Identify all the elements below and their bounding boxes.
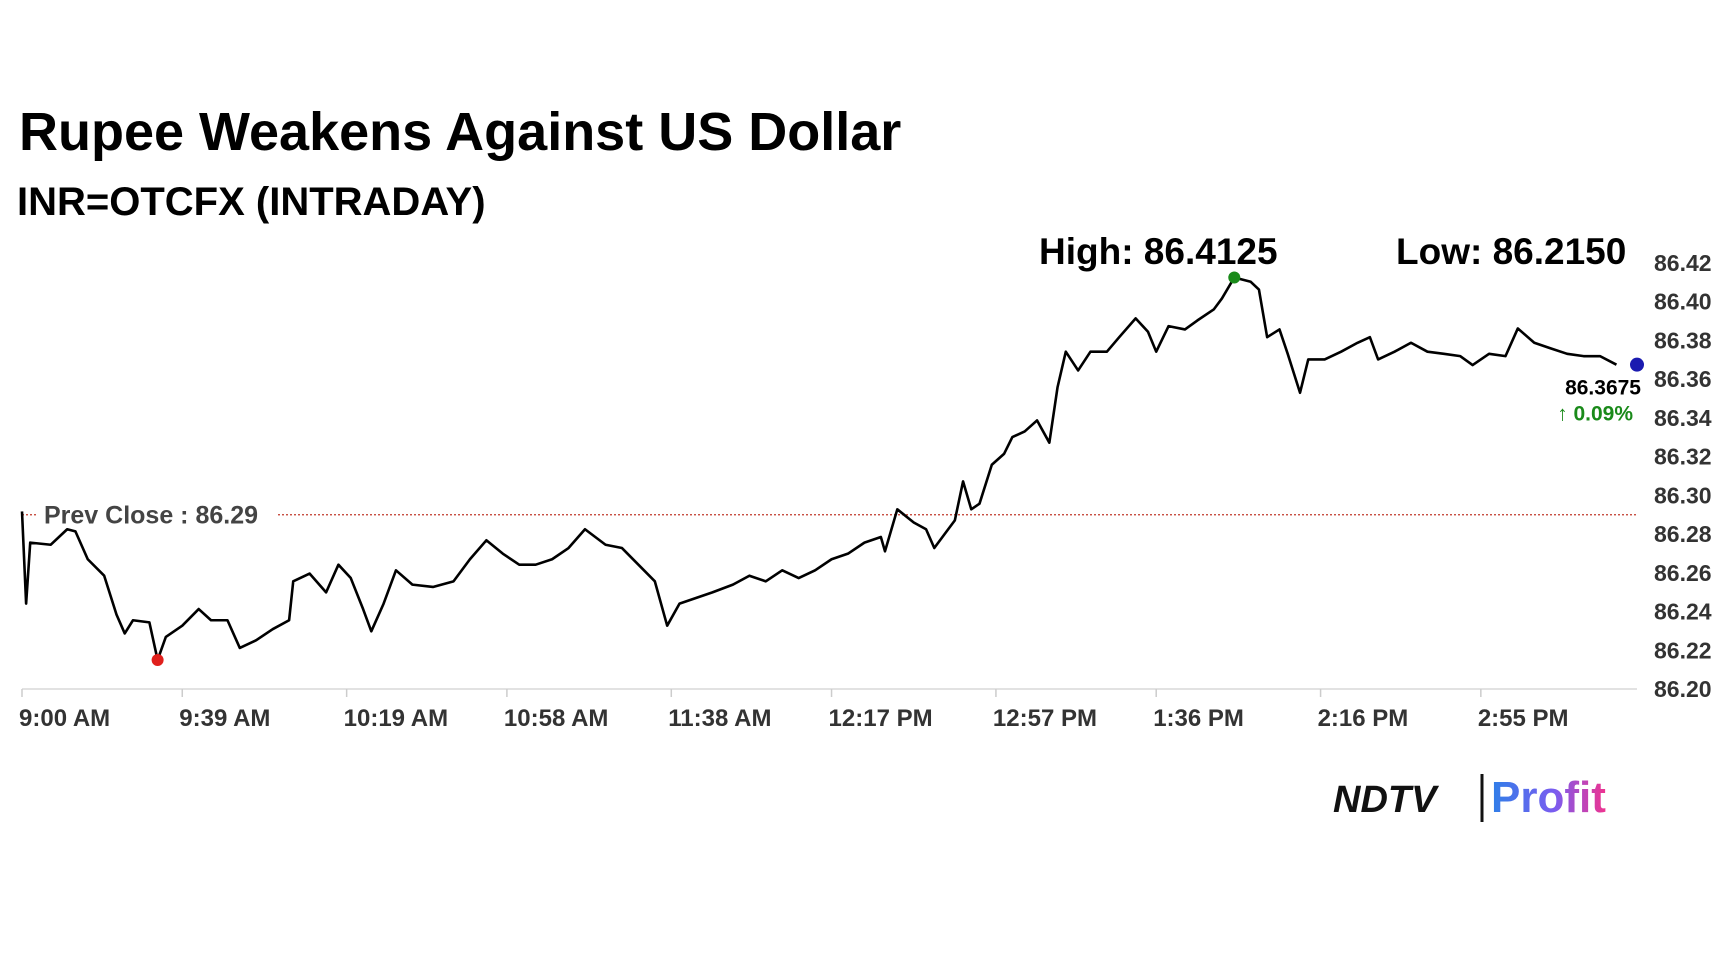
- chart-subtitle: INR=OTCFX (INTRADAY): [17, 180, 486, 224]
- logo-product: Profit: [1491, 773, 1606, 822]
- y-tick-label: 86.36: [1654, 366, 1712, 392]
- low-marker: [151, 653, 164, 666]
- x-tick-label: 2:16 PM: [1318, 705, 1409, 732]
- y-tick-label: 86.42: [1654, 250, 1712, 276]
- price-line: [20, 276, 1618, 662]
- chart-title: Rupee Weakens Against US Dollar: [19, 102, 901, 162]
- x-tick-label: 12:57 PM: [993, 705, 1097, 732]
- x-tick-label: 9:00 AM: [19, 705, 110, 732]
- x-tick-label: 9:39 AM: [179, 705, 270, 732]
- prev-close-label-bg: [38, 496, 278, 531]
- x-tick-label: 10:19 AM: [344, 705, 448, 732]
- high-label: High: 86.4125: [1039, 231, 1278, 272]
- y-tick-label: 86.26: [1654, 560, 1712, 586]
- change-label: ↑ 0.09%: [1557, 403, 1633, 426]
- x-tick-label: 12:17 PM: [829, 705, 933, 732]
- x-tick-label: 2:55 PM: [1478, 705, 1569, 732]
- last-marker: [1630, 357, 1644, 372]
- y-tick-label: 86.30: [1654, 482, 1712, 508]
- last-value-label: 86.3675: [1565, 377, 1641, 400]
- x-tick-label: 11:38 AM: [668, 705, 771, 732]
- y-tick-label: 86.40: [1654, 289, 1712, 315]
- x-tick-label: 1:36 PM: [1153, 705, 1244, 732]
- prev-close-label: Prev Close : 86.29: [44, 502, 258, 530]
- y-tick-label: 86.34: [1654, 405, 1712, 431]
- y-tick-label: 86.38: [1654, 327, 1712, 353]
- y-tick-label: 86.28: [1654, 521, 1712, 547]
- logo: NDTV Profit: [1333, 773, 1606, 822]
- y-tick-label: 86.32: [1654, 444, 1712, 470]
- logo-brand: NDTV: [1333, 779, 1439, 821]
- x-tick-label: 10:58 AM: [504, 705, 608, 732]
- y-tick-label: 86.20: [1654, 676, 1712, 702]
- low-label: Low: 86.2150: [1396, 231, 1626, 272]
- y-tick-label: 86.24: [1654, 599, 1712, 625]
- high-marker: [1228, 271, 1241, 284]
- y-tick-label: 86.22: [1654, 637, 1712, 663]
